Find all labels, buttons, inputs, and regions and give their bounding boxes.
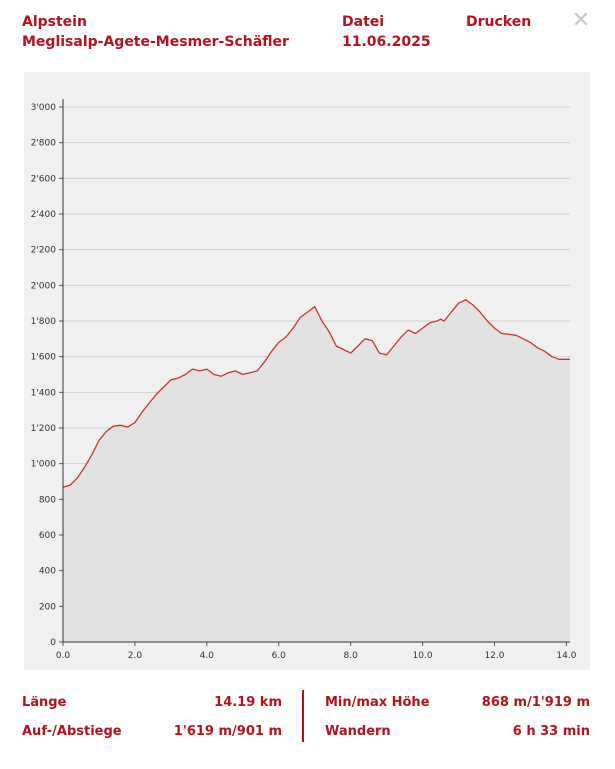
- ascent-label: Auf-/Abstiege: [22, 724, 122, 739]
- y-tick-label: 2'800: [31, 139, 57, 149]
- y-tick-label: 400: [39, 567, 56, 577]
- activity-value: 6 h 33 min: [512, 724, 590, 739]
- elevation-area: [63, 299, 570, 642]
- length-value: 14.19 km: [214, 695, 282, 710]
- x-tick-label: 8.0: [343, 651, 358, 661]
- y-tick-label: 3'000: [31, 103, 57, 113]
- minmax-value: 868 m/1'919 m: [481, 695, 590, 710]
- x-tick-label: 12.0: [484, 651, 504, 661]
- region-title: Alpstein: [22, 14, 87, 30]
- y-tick-label: 800: [39, 495, 56, 505]
- y-tick-label: 2'400: [31, 210, 57, 220]
- route-title: Meglisalp-Agete-Mesmer-Schäfler: [22, 34, 289, 50]
- y-tick-label: 2'600: [31, 174, 57, 184]
- x-tick-label: 10.0: [413, 651, 433, 661]
- y-tick-label: 1'200: [31, 424, 57, 434]
- elevation-chart: 0 200 400 600 800 1'000 1'200 1'400 1'600 1'800 2'…: [24, 72, 590, 670]
- elevation-chart-svg: 0 200 400 600 800 1'000 1'200 1'400 1'600 1'800 2'…: [31, 99, 577, 661]
- print-button[interactable]: Drucken: [466, 14, 532, 30]
- length-label: Länge: [22, 695, 67, 710]
- x-tick-label: 4.0: [200, 651, 215, 661]
- minmax-label: Min/max Höhe: [325, 695, 430, 710]
- date-text: 11.06.2025: [342, 34, 431, 50]
- x-tick-label: 2.0: [128, 651, 143, 661]
- y-tick-label: 600: [39, 531, 56, 541]
- ascent-value: 1'619 m/901 m: [173, 724, 282, 739]
- y-tick-label: 1'800: [31, 317, 57, 327]
- close-icon[interactable]: ✕: [571, 8, 591, 33]
- x-tick-label: 14.0: [556, 651, 576, 661]
- elevation-line: [62, 299, 570, 488]
- y-tick-label: 2'200: [31, 246, 57, 256]
- y-tick-label: 200: [39, 602, 56, 612]
- x-tick-label: 0.0: [56, 651, 71, 661]
- x-tick-label: 6.0: [272, 651, 287, 661]
- y-tick-label: 2'000: [31, 281, 57, 291]
- stats-divider: [302, 690, 304, 742]
- y-tick-label: 1'600: [31, 353, 57, 363]
- y-tick-label: 1'000: [31, 460, 57, 470]
- file-button[interactable]: Datei: [342, 14, 385, 30]
- activity-label: Wandern: [325, 724, 391, 739]
- y-tick-label: 1'400: [31, 388, 57, 398]
- y-tick-label: 0: [50, 638, 56, 648]
